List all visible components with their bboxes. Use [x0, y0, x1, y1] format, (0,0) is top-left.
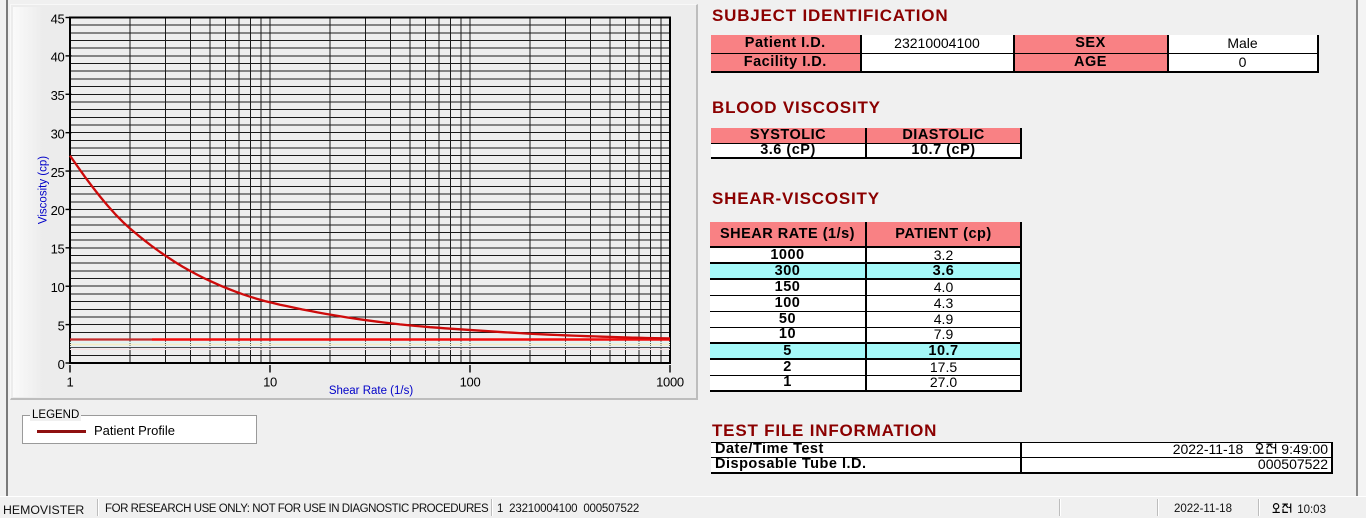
svg-text:30: 30 — [51, 127, 65, 142]
svg-text:15: 15 — [51, 242, 65, 257]
svg-text:45: 45 — [51, 11, 65, 26]
svg-text:40: 40 — [51, 50, 65, 65]
svg-text:25: 25 — [51, 165, 65, 180]
svg-text:35: 35 — [51, 88, 65, 103]
svg-text:5: 5 — [58, 318, 65, 333]
svg-text:0: 0 — [58, 357, 65, 372]
svg-text:1000: 1000 — [656, 375, 684, 390]
svg-text:10: 10 — [263, 375, 277, 390]
svg-text:Shear Rate (1/s): Shear Rate (1/s) — [329, 385, 414, 397]
svg-text:20: 20 — [51, 203, 65, 218]
svg-text:100: 100 — [460, 375, 481, 390]
svg-text:Viscosity (cp): Viscosity (cp) — [38, 156, 50, 224]
svg-text:10: 10 — [51, 280, 65, 295]
svg-text:1: 1 — [67, 375, 74, 390]
